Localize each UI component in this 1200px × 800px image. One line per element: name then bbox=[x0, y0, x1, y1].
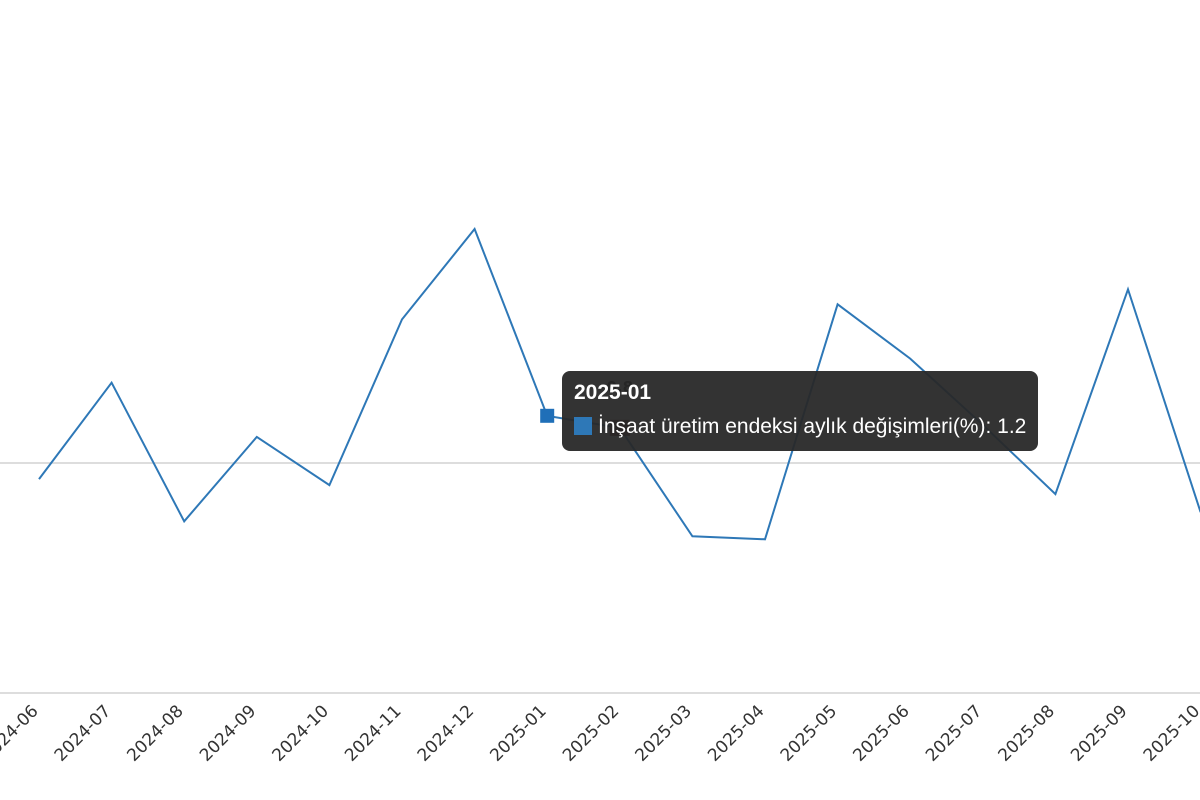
x-tick-label: 2024-08 bbox=[123, 701, 187, 765]
tooltip: 2025-01 İnşaat üretim endeksi aylık deği… bbox=[562, 371, 1039, 451]
x-tick-label: 2024-07 bbox=[51, 701, 115, 765]
x-tick-label: 2025-04 bbox=[704, 701, 768, 765]
x-tick-label: 2025-10 bbox=[1140, 701, 1200, 765]
tooltip-value: 1.2 bbox=[997, 415, 1027, 438]
x-tick-label: 2024-10 bbox=[269, 701, 333, 765]
active-marker bbox=[540, 408, 555, 423]
x-tick-label: 2025-01 bbox=[486, 701, 550, 765]
x-tick-label: 2024-06 bbox=[0, 701, 43, 765]
x-tick-label: 2025-06 bbox=[849, 701, 913, 765]
x-tick-label: 2025-09 bbox=[1067, 701, 1131, 765]
x-tick-label: 2024-12 bbox=[414, 701, 478, 765]
x-tick-label: 2024-09 bbox=[196, 701, 260, 765]
x-tick-label: 2025-07 bbox=[922, 701, 986, 765]
x-tick-label: 2024-11 bbox=[341, 701, 405, 765]
tooltip-swatch bbox=[574, 417, 592, 435]
tooltip-title: 2025-01 bbox=[574, 381, 652, 404]
x-tick-label: 2025-08 bbox=[995, 701, 1059, 765]
x-tick-label: 2025-03 bbox=[632, 701, 696, 765]
tooltip-series: İnşaat üretim endeksi aylık değişimleri(… bbox=[598, 415, 986, 438]
x-tick-label: 2025-05 bbox=[777, 701, 841, 765]
x-tick-label: 2025-02 bbox=[559, 701, 623, 765]
tooltip-sep: : bbox=[985, 415, 998, 438]
tooltip-row: İnşaat üretim endeksi aylık değişimleri(… bbox=[574, 415, 1026, 439]
